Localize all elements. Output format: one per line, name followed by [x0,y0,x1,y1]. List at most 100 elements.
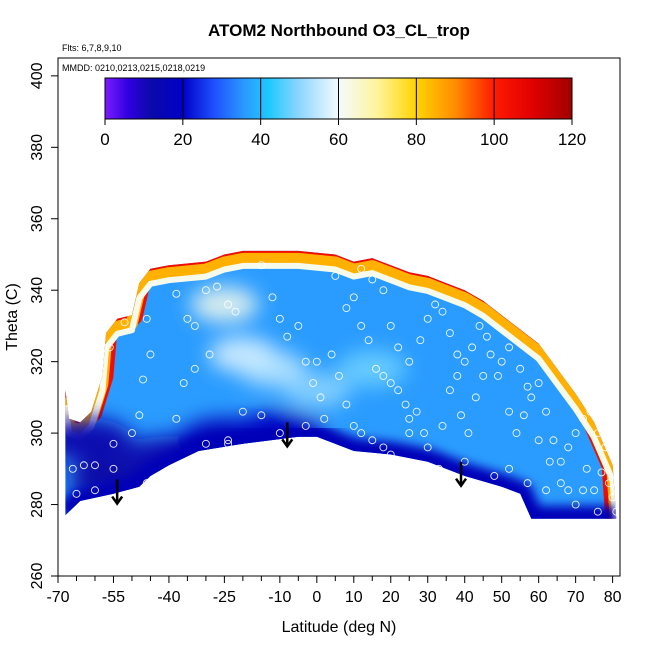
sample-point [604,479,613,488]
y-tick-label: 380 [29,134,46,161]
y-tick-label: 320 [29,348,46,375]
sample-point [257,411,266,420]
sample-point [394,343,403,352]
sample-point [224,300,233,309]
sample-point [490,472,499,480]
sample-point [190,364,199,373]
sample-point [335,371,343,380]
y-tick-label: 300 [29,420,46,447]
y-axis-label: Theta (C) [4,283,21,351]
y-tick-label: 340 [29,277,46,304]
sample-point [142,314,151,323]
colorbar-tick-label: 0 [100,130,109,149]
sample-point [601,443,610,452]
sample-point [457,411,465,420]
sample-point [213,282,221,291]
sample-point [608,493,617,502]
plot-frame [57,57,621,577]
x-tick-label: 50 [493,589,511,606]
sample-point [438,422,447,430]
sample-point [523,382,532,391]
sample-point [283,332,292,341]
x-tick-label: -25 [213,589,236,606]
sample-point [275,314,284,323]
sample-point [534,436,543,445]
sample-point [519,411,528,420]
descent-arrow-head [454,477,468,488]
x-tick-label: -70 [46,589,69,606]
sample-point [405,429,414,438]
sample-point [434,464,443,473]
high-ozone-region [238,350,307,387]
sample-point [179,379,188,388]
field-low-band [65,423,617,519]
sample-point [357,264,366,273]
sample-point [486,350,495,359]
high-ozone-region [282,372,351,409]
sample-point [224,436,233,445]
dates-label: MMDD: 0210,0213,0215,0218,0219 [62,63,205,73]
sample-point [120,318,129,327]
descent-arrow-head [281,438,294,449]
sample-point [135,411,144,420]
sample-point [105,343,114,352]
sample-point [564,443,573,452]
x-tick-label: -55 [102,589,125,606]
sample-point [401,400,410,409]
sample-point [386,321,395,330]
sample-point [556,457,565,466]
sample-point [349,293,358,302]
descent-arrows [111,422,468,506]
x-axis: -70 -55 -40 -25 -10 0 10 20 30 40 50 60 70 80 [46,576,622,606]
sample-point [294,321,303,330]
sample-point [586,407,595,416]
sample-point [91,461,99,470]
colorbar-tick-label: 20 [173,130,192,149]
sample-point [431,300,440,309]
sample-point [364,336,373,345]
colorbar-tick-label: 100 [480,130,508,149]
sample-point [445,329,454,338]
y-tick-label: 360 [29,205,46,232]
sample-point [127,429,136,438]
sample-point [312,357,321,366]
sample-point [91,486,99,495]
sample-point [593,429,602,438]
sample-point [549,436,558,445]
x-tick-label: 20 [382,589,400,606]
sample-point [420,429,428,438]
y-tick-label: 260 [29,563,46,590]
sample-point [349,422,358,430]
sample-point [412,407,421,416]
sample-point [445,386,454,395]
sample-point [301,357,310,366]
colorbar-tick-label: 120 [558,130,586,149]
sample-point [556,479,565,488]
sample-point [479,371,488,380]
sample-point [386,379,395,388]
y-tick-label: 400 [29,62,46,89]
sample-point [342,304,351,313]
sample-point [379,443,388,452]
x-tick-label: 70 [567,589,585,606]
sample-point [582,464,591,473]
sample-point [423,443,432,452]
sample-point [571,429,580,438]
sample-point [238,407,247,416]
sample-point [468,343,477,352]
x-tick-label: 80 [604,589,622,606]
sample-point [527,393,536,402]
sample-point [368,275,377,284]
sample-point [257,261,266,270]
sample-point [564,486,573,495]
sample-point [142,479,151,488]
sample-point [224,439,233,448]
sample-point [342,400,351,409]
sample-point [72,489,81,498]
sample-point [497,357,506,366]
sample-point [320,414,329,423]
sample-point [579,414,587,423]
sample-point [512,429,521,438]
sample-point [190,321,199,330]
sample-point [68,464,77,473]
